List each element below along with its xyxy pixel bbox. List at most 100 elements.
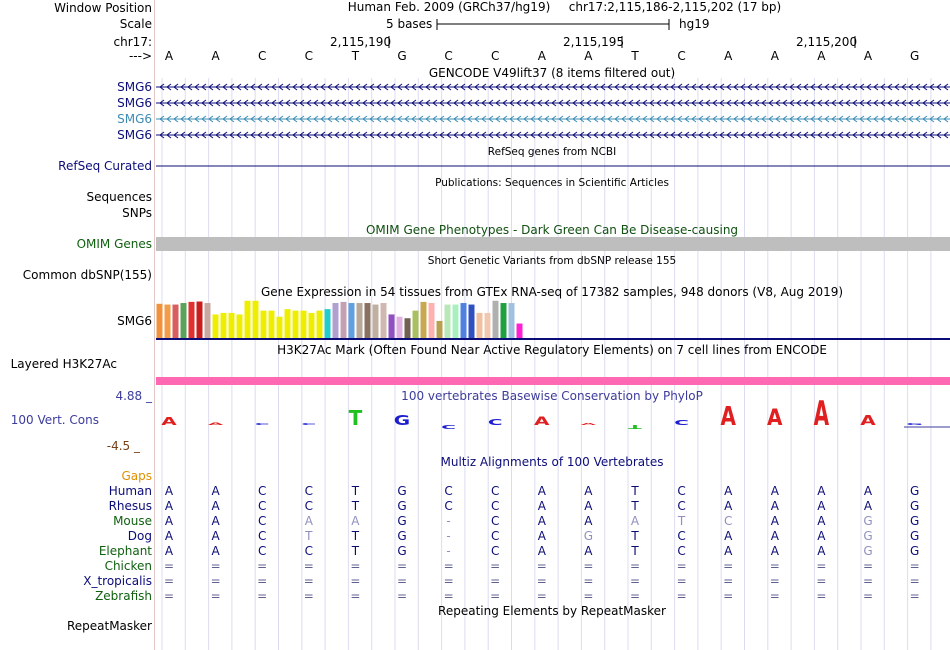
strand-arrow-icon <box>663 115 669 123</box>
strand-arrow-icon <box>355 131 361 139</box>
track-label-gaps[interactable]: Gaps <box>121 469 152 483</box>
track-label-sequences[interactable]: Sequences <box>86 190 152 204</box>
strand-arrow-icon <box>628 131 634 139</box>
strand-arrow-icon <box>768 131 774 139</box>
gtex-bar <box>284 309 291 338</box>
strand-arrow-icon <box>257 115 263 123</box>
assembly-name: Human Feb. 2009 (GRCh37/hg19) <box>347 0 551 14</box>
reference-base: G <box>397 49 407 63</box>
alignment-base: A <box>164 514 174 528</box>
gtex-bar <box>500 303 507 338</box>
strand-arrow-icon <box>831 83 837 91</box>
track-label-omim[interactable]: OMIM Genes <box>76 237 152 251</box>
alignment-base: C <box>257 499 267 513</box>
strand-arrow-icon <box>880 99 886 107</box>
alignment-base: = <box>210 589 221 603</box>
species-label-human: Human <box>108 484 152 498</box>
alignment-base: C <box>677 544 686 558</box>
alignment-base: A <box>537 529 546 543</box>
strand-arrow-icon <box>782 83 788 91</box>
track-label-h3k27ac[interactable]: Layered H3K27Ac <box>10 357 117 371</box>
strand-arrow-icon <box>663 131 669 139</box>
strand-arrow-icon <box>362 115 368 123</box>
reference-base: C <box>677 49 686 63</box>
alignment-base: T <box>631 484 639 498</box>
track-label-smg6-4[interactable]: SMG6 <box>117 128 152 142</box>
strand-arrow-icon <box>775 83 781 91</box>
alignment-base: = <box>583 589 594 603</box>
strand-arrow-icon <box>369 115 375 123</box>
strand-arrow-icon <box>635 115 641 123</box>
strand-arrow-icon <box>691 131 697 139</box>
strand-arrow-icon <box>383 99 389 107</box>
strand-arrow-icon <box>194 131 200 139</box>
strand-arrow-icon <box>740 115 746 123</box>
strand-arrow-icon <box>180 115 186 123</box>
alignment-base: = <box>629 589 641 603</box>
strand-arrow-icon <box>607 99 613 107</box>
alignment-base: = <box>163 559 175 573</box>
strand-arrow-icon <box>383 131 389 139</box>
track-label-smg6-1[interactable]: SMG6 <box>117 80 152 94</box>
phylop-letter: C <box>255 423 270 426</box>
gtex-bar <box>172 304 179 338</box>
strand-arrow-icon <box>845 115 851 123</box>
gtex-bar <box>444 304 451 338</box>
strand-arrow-icon <box>586 131 592 139</box>
strand-arrow-icon <box>754 115 760 123</box>
strand-arrow-icon <box>481 115 487 123</box>
strand-arrow-icon <box>677 83 683 91</box>
strand-arrow-icon <box>628 83 634 91</box>
phylop-letter: G <box>394 413 410 428</box>
track-label-dbsnp[interactable]: Common dbSNP(155) <box>22 268 152 282</box>
gtex-bar <box>316 310 323 338</box>
track-label-refseq[interactable]: RefSeq Curated <box>58 159 152 173</box>
alignment-base: A <box>537 544 546 558</box>
alignment-base: A <box>817 544 826 558</box>
track-label-gtex[interactable]: SMG6 <box>117 314 152 328</box>
strand-arrow-icon <box>551 115 557 123</box>
strand-arrow-icon <box>488 83 494 91</box>
strand-arrow-icon <box>194 83 200 91</box>
strand-arrow-icon <box>446 115 452 123</box>
track-label-snps[interactable]: SNPs <box>122 206 152 220</box>
strand-arrow-icon <box>572 115 578 123</box>
alignment-base: - <box>446 529 451 543</box>
alignment-base: = <box>862 559 874 573</box>
strand-arrow-icon <box>390 99 396 107</box>
track-label-repeatmasker[interactable]: RepeatMasker <box>66 619 152 633</box>
strand-arrow-icon <box>628 99 634 107</box>
strand-arrow-icon <box>579 115 585 123</box>
strand-arrow-icon <box>446 99 452 107</box>
strand-arrow-icon <box>845 131 851 139</box>
alignment-base: G <box>909 544 920 558</box>
strand-arrow-icon <box>236 131 242 139</box>
track-label-smg6-2[interactable]: SMG6 <box>117 96 152 110</box>
strand-arrow-icon <box>880 131 886 139</box>
alignment-base: A <box>164 484 174 498</box>
phylop-letter: A <box>208 422 225 426</box>
gtex-bar <box>332 303 339 338</box>
strand-arrow-icon <box>761 83 767 91</box>
strand-arrow-icon <box>901 115 907 123</box>
strand-arrow-icon <box>166 83 172 91</box>
strand-arrow-icon <box>306 131 312 139</box>
strand-arrow-icon <box>432 99 438 107</box>
gtex-bar <box>252 300 259 338</box>
strand-arrow-icon <box>705 115 711 123</box>
alignment-base: = <box>303 559 314 573</box>
strand-arrow-icon <box>859 99 865 107</box>
strand-arrow-icon <box>425 131 431 139</box>
strand-arrow-icon <box>698 83 704 91</box>
alignment-base: A <box>584 514 593 528</box>
strand-arrow-icon <box>292 115 298 123</box>
alignment-base: = <box>443 559 454 573</box>
strand-arrow-icon <box>719 131 725 139</box>
track-label-cons[interactable]: 100 Vert. Cons <box>10 413 99 427</box>
strand-arrow-icon <box>439 99 445 107</box>
gtex-bar <box>452 304 459 338</box>
track-label-smg6-3[interactable]: SMG6 <box>117 112 152 126</box>
strand-arrow-icon <box>915 115 921 123</box>
alignment-base: G <box>397 529 407 543</box>
